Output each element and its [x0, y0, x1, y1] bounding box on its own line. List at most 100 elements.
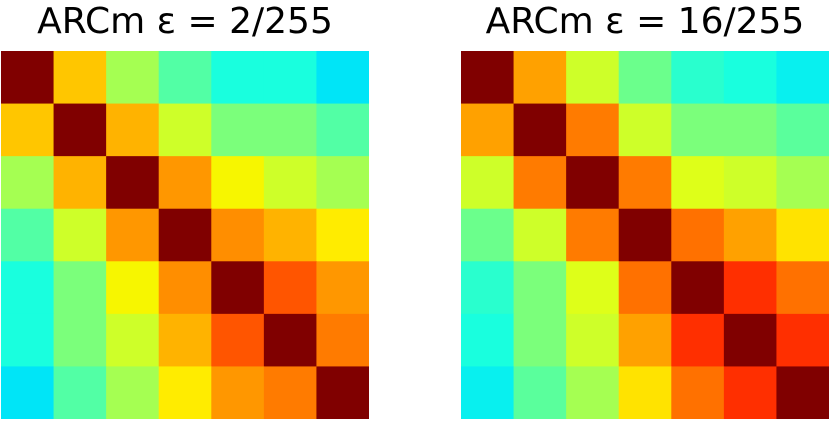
- heatmap-cell-r4-c4: [671, 261, 725, 315]
- heatmap-eps-2: [1, 51, 369, 419]
- heatmap-cell-r4-c0: [1, 261, 55, 315]
- heatmap-cell-r1-c6: [316, 103, 369, 157]
- heatmap-cell-r4-c5: [263, 261, 318, 315]
- heatmap-cell-r3-c1: [513, 208, 567, 262]
- heatmap-cell-r1-c1: [513, 103, 567, 157]
- heatmap-cell-r6-c3: [158, 366, 212, 419]
- heatmap-cell-r1-c3: [618, 103, 672, 157]
- heatmap-cell-r1-c2: [566, 103, 620, 157]
- heatmap-cell-r5-c0: [1, 313, 55, 368]
- heatmap-cell-r6-c0: [461, 366, 515, 419]
- heatmap-cell-r6-c6: [316, 366, 369, 419]
- heatmap-cell-r4-c6: [776, 261, 829, 315]
- heatmap-cell-r1-c2: [106, 103, 160, 157]
- heatmap-cell-r3-c3: [618, 208, 672, 262]
- heatmap-cell-r1-c0: [461, 103, 515, 157]
- heatmap-cell-r5-c3: [618, 313, 672, 368]
- heatmap-cell-r1-c4: [211, 103, 265, 157]
- heatmap-cell-r5-c5: [263, 313, 318, 368]
- heatmap-cell-r3-c3: [158, 208, 212, 262]
- heatmap-cell-r6-c2: [106, 366, 160, 419]
- heatmap-cell-r4-c3: [618, 261, 672, 315]
- heatmap-cell-r4-c6: [316, 261, 369, 315]
- heatmap-cell-r4-c1: [513, 261, 567, 315]
- heatmap-cell-r0-c6: [316, 51, 369, 105]
- heatmap-cell-r3-c4: [671, 208, 725, 262]
- heatmap-cell-r3-c1: [53, 208, 107, 262]
- heatmap-cell-r2-c0: [461, 156, 515, 210]
- heatmap-cell-r4-c3: [158, 261, 212, 315]
- heatmap-cell-r1-c6: [776, 103, 829, 157]
- heatmap-cell-r6-c6: [776, 366, 829, 419]
- heatmap-cell-r4-c2: [106, 261, 160, 315]
- heatmap-cell-r2-c0: [1, 156, 55, 210]
- heatmap-cell-r4-c5: [723, 261, 778, 315]
- heatmap-cell-r0-c4: [211, 51, 265, 105]
- heatmap-cell-r6-c1: [53, 366, 107, 419]
- panel-title: ARCm ε = 2/255: [37, 1, 333, 42]
- heatmap-cell-r5-c4: [211, 313, 265, 368]
- heatmap-cell-r1-c5: [723, 103, 778, 157]
- heatmap-cell-r6-c1: [513, 366, 567, 419]
- heatmap-cell-r6-c5: [263, 366, 318, 419]
- heatmap-cell-r2-c4: [671, 156, 725, 210]
- heatmap-cell-r5-c2: [566, 313, 620, 368]
- heatmap-cell-r2-c2: [566, 156, 620, 210]
- heatmap-cell-r0-c5: [723, 51, 778, 105]
- heatmap-cell-r6-c5: [723, 366, 778, 419]
- heatmap-cell-r4-c0: [461, 261, 515, 315]
- heatmap-cell-r0-c5: [263, 51, 318, 105]
- heatmap-cell-r6-c2: [566, 366, 620, 419]
- heatmap-cell-r3-c2: [566, 208, 620, 262]
- heatmap-cell-r3-c4: [211, 208, 265, 262]
- heatmap-cell-r0-c2: [566, 51, 620, 105]
- heatmap-cell-r2-c3: [618, 156, 672, 210]
- heatmap-cell-r1-c0: [1, 103, 55, 157]
- heatmap-cell-r2-c3: [158, 156, 212, 210]
- heatmap-eps-16: [461, 51, 829, 419]
- heatmap-cell-r3-c5: [723, 208, 778, 262]
- heatmap-cell-r1-c3: [158, 103, 212, 157]
- heatmap-cell-r5-c2: [106, 313, 160, 368]
- heatmap-cell-r2-c1: [53, 156, 107, 210]
- heatmap-cell-r6-c4: [211, 366, 265, 419]
- heatmap-cell-r6-c4: [671, 366, 725, 419]
- heatmap-cell-r0-c3: [158, 51, 212, 105]
- heatmap-cell-r5-c4: [671, 313, 725, 368]
- heatmap-cell-r0-c0: [461, 51, 515, 105]
- heatmap-cell-r5-c3: [158, 313, 212, 368]
- heatmap-cell-r0-c1: [513, 51, 567, 105]
- heatmap-cell-r3-c2: [106, 208, 160, 262]
- heatmap-cell-r5-c5: [723, 313, 778, 368]
- heatmap-cell-r0-c6: [776, 51, 829, 105]
- heatmap-cell-r0-c4: [671, 51, 725, 105]
- heatmap-cell-r3-c5: [263, 208, 318, 262]
- heatmap-cell-r4-c4: [211, 261, 265, 315]
- heatmap-cell-r4-c2: [566, 261, 620, 315]
- heatmap-cell-r5-c1: [53, 313, 107, 368]
- heatmap-cell-r2-c1: [513, 156, 567, 210]
- heatmap-cell-r5-c6: [316, 313, 369, 368]
- heatmap-cell-r2-c5: [263, 156, 318, 210]
- heatmap-cell-r6-c3: [618, 366, 672, 419]
- heatmap-cell-r4-c1: [53, 261, 107, 315]
- heatmap-cell-r3-c6: [776, 208, 829, 262]
- heatmap-cell-r2-c6: [316, 156, 369, 210]
- heatmap-cell-r6-c0: [1, 366, 55, 419]
- heatmap-cell-r1-c1: [53, 103, 107, 157]
- heatmap-cell-r0-c2: [106, 51, 160, 105]
- heatmap-cell-r2-c2: [106, 156, 160, 210]
- heatmap-cell-r1-c5: [263, 103, 318, 157]
- heatmap-cell-r5-c0: [461, 313, 515, 368]
- heatmap-cell-r3-c6: [316, 208, 369, 262]
- heatmap-cell-r2-c6: [776, 156, 829, 210]
- heatmap-cell-r3-c0: [1, 208, 55, 262]
- heatmap-cell-r5-c6: [776, 313, 829, 368]
- heatmap-cell-r0-c1: [53, 51, 107, 105]
- heatmap-cell-r3-c0: [461, 208, 515, 262]
- heatmap-cell-r2-c4: [211, 156, 265, 210]
- panel-title: ARCm ε = 16/255: [485, 1, 805, 42]
- heatmap-cell-r0-c0: [1, 51, 55, 105]
- heatmap-cell-r0-c3: [618, 51, 672, 105]
- heatmap-cell-r5-c1: [513, 313, 567, 368]
